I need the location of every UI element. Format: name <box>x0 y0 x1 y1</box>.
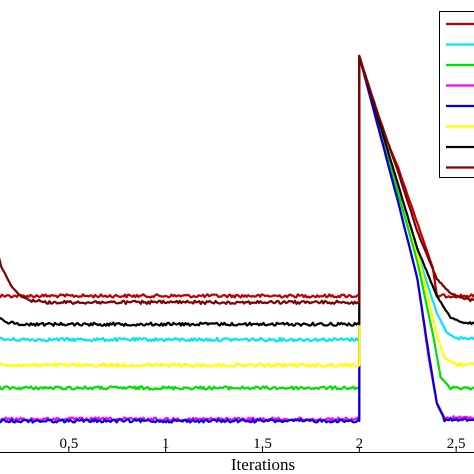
x-tick-label-4: 2 <box>356 436 364 452</box>
series-line-6 <box>0 55 474 368</box>
x-tick-label-2: 1 <box>162 436 170 452</box>
series-line-8 <box>0 55 474 305</box>
x-tick-label-5: 2.5 <box>447 436 466 452</box>
legend <box>439 11 474 178</box>
series-line-3 <box>0 54 474 391</box>
series-line-1 <box>0 55 474 299</box>
x-tick-label-1: 0.5 <box>59 436 78 452</box>
legend-box <box>439 11 474 178</box>
x-axis-title: Iterations <box>231 455 295 474</box>
x-axis: 0.511.522.53 <box>0 436 474 453</box>
series-layer <box>0 54 474 424</box>
series-line-2 <box>0 55 474 343</box>
x-tick-label-3: 1.5 <box>253 436 272 452</box>
series-line-5 <box>0 55 474 424</box>
series-line-7 <box>0 54 474 327</box>
